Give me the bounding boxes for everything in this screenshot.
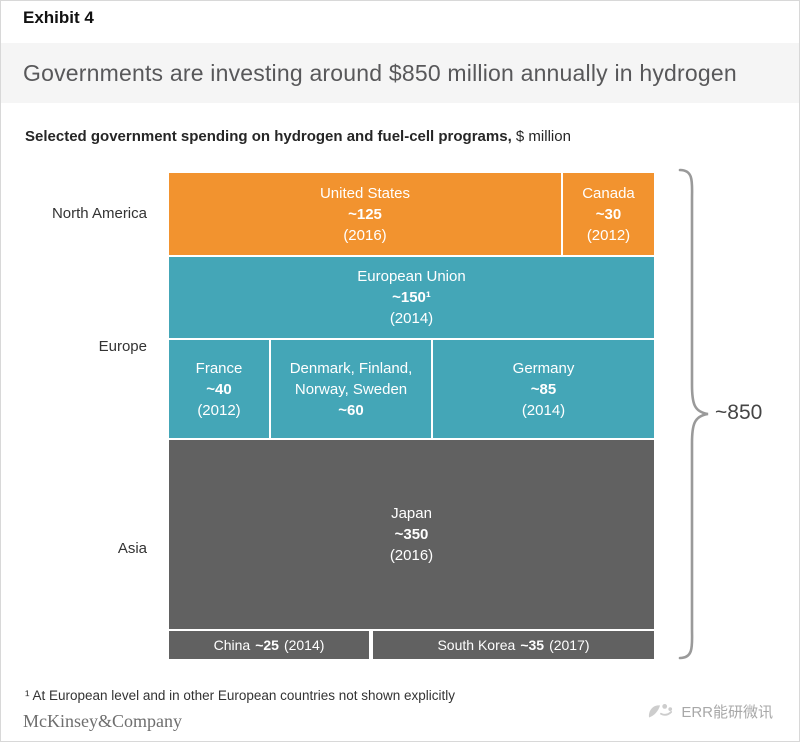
block-value: ~30 xyxy=(595,205,622,223)
block-label: Germany xyxy=(512,359,575,377)
exhibit-label: Exhibit 4 xyxy=(23,8,94,27)
curly-brace-icon xyxy=(678,168,709,660)
block-nordics: Denmark, Finland, Norway, Sweden ~60 xyxy=(271,340,431,438)
region-label-europe: Europe xyxy=(98,338,147,355)
chart-subtitle: Selected government spending on hydrogen… xyxy=(25,128,571,145)
block-year: (2016) xyxy=(389,547,434,564)
block-label: South Korea xyxy=(437,637,516,653)
block-year: (2012) xyxy=(197,401,241,419)
block-year: (2012) xyxy=(586,226,631,244)
block-value: ~85 xyxy=(530,380,557,398)
block-year: (2017) xyxy=(549,637,590,653)
subtitle-bold-text: Selected government spending on hydrogen… xyxy=(25,128,512,145)
block-label: Japan xyxy=(391,505,432,522)
block-united-states: United States ~125 (2016) xyxy=(169,173,561,255)
mckinsey-logo: McKinsey&Company xyxy=(23,711,182,731)
block-value: ~25 xyxy=(255,637,279,653)
block-year: (2014) xyxy=(283,637,325,653)
block-value: ~35 xyxy=(520,637,545,653)
page-title: Governments are investing around $850 mi… xyxy=(23,59,737,86)
block-label: United States xyxy=(319,184,411,202)
subtitle-unit-text: $ million xyxy=(511,128,571,145)
block-germany: Germany ~85 (2014) xyxy=(433,340,654,438)
block-label: European Union xyxy=(357,268,466,285)
block-value: ~150¹ xyxy=(392,289,431,306)
block-label: China xyxy=(213,637,251,653)
watermark: ERR能研微讯 xyxy=(646,699,773,723)
block-canada: Canada ~30 (2012) xyxy=(563,173,654,255)
watermark-text: ERR能研微讯 xyxy=(681,703,773,721)
block-china: China ~25 (2014) xyxy=(169,631,369,659)
block-france: France ~40 (2012) xyxy=(169,340,269,438)
footnote: ¹ At European level and in other Europea… xyxy=(25,688,456,703)
block-label: Denmark, Finland, Norway, Sweden xyxy=(289,359,413,398)
block-label: Canada xyxy=(582,184,635,202)
region-label-asia: Asia xyxy=(117,540,147,557)
block-value: ~60 xyxy=(338,401,364,419)
region-label-north-america: North America xyxy=(51,205,147,222)
block-value: ~40 xyxy=(206,380,232,398)
block-japan: Japan ~350 (2016) xyxy=(169,440,654,629)
block-year: (2016) xyxy=(343,226,387,244)
block-label: France xyxy=(195,359,243,377)
total-value: ~850 xyxy=(715,401,763,424)
block-european-union: European Union ~150¹ (2014) xyxy=(169,257,654,338)
err-logo-icon xyxy=(649,703,673,718)
block-value: ~125 xyxy=(348,205,382,223)
block-year: (2014) xyxy=(521,401,566,419)
block-year: (2014) xyxy=(389,310,434,327)
title-band: Governments are investing around $850 mi… xyxy=(1,43,799,103)
block-south-korea: South Korea ~35 (2017) xyxy=(373,631,654,659)
block-value: ~350 xyxy=(394,526,429,543)
